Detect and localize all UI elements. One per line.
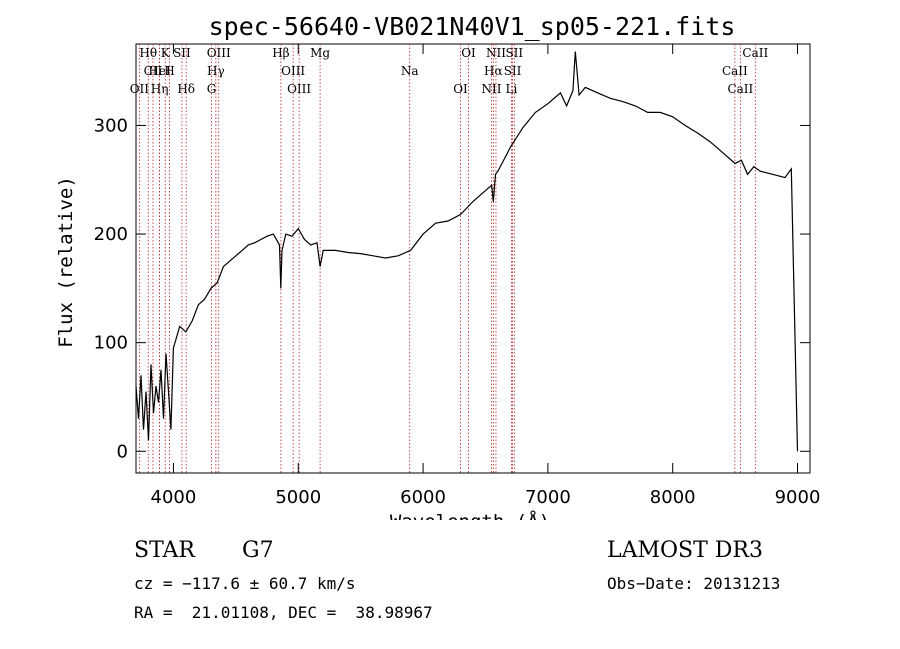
line-label: H: [164, 64, 174, 78]
plot-frame: [135, 43, 811, 474]
line-label: Li: [506, 82, 518, 96]
line-label: CaII: [742, 46, 768, 60]
line-label: K: [161, 46, 171, 60]
object-class: STAR: [134, 538, 195, 563]
x-axis-label: Wavelength (Å): [390, 510, 550, 520]
line-label: Hθ: [139, 46, 157, 60]
line-label: SII: [173, 46, 191, 60]
line-label: NII: [486, 46, 506, 60]
line-label: Hγ: [207, 64, 225, 78]
x-tick-label: 9000: [775, 487, 821, 508]
x-tick-label: 7000: [525, 487, 571, 508]
line-label: CaII: [722, 64, 748, 78]
line-label: Hη: [151, 82, 169, 96]
y-axis-ticks: 0 100 200 300: [94, 115, 810, 462]
x-tick-label: 5000: [275, 487, 321, 508]
line-label: CaII: [727, 82, 753, 96]
obs-date: Obs−Date: 20131213: [607, 574, 781, 593]
line-label: OIII: [281, 64, 305, 78]
y-tick-label: 100: [94, 333, 128, 354]
emission-line-labels: Hθ CII OII K HeI Hη SII HHδ OIII Hγ G Hβ OIII OIII Mg N…: [130, 46, 769, 96]
y-axis-label: Flux (relative): [55, 176, 77, 348]
emission-line-markers: [138, 44, 756, 473]
x-axis-ticks: 4000 5000 6000 7000 8000 9000: [151, 44, 821, 508]
line-label: G: [207, 82, 217, 96]
line-label: Na: [401, 64, 419, 78]
chart-title: spec-56640-VB021N40V1_sp05-221.fits: [209, 12, 736, 41]
x-tick-label: 4000: [151, 487, 197, 508]
ra-dec-readout: RA = 21.01108, DEC = 38.98967: [134, 603, 433, 622]
line-label: OII: [130, 82, 150, 96]
spectrum-chart: spec-56640-VB021N40V1_sp05-221.fits Hθ CI…: [55, 12, 821, 520]
line-label: CII: [144, 64, 163, 78]
x-tick-label: 6000: [400, 487, 446, 508]
object-subclass: G7: [242, 538, 274, 563]
y-tick-label: 300: [94, 115, 128, 136]
line-label: SII: [505, 46, 523, 60]
line-label: SII: [504, 64, 522, 78]
redshift-readout: cz = −117.6 ± 60.7 km/s: [134, 574, 356, 593]
line-label: Hβ: [272, 46, 289, 60]
line-label: Mg: [310, 46, 330, 60]
line-label: OI: [461, 46, 476, 60]
x-tick-label: 8000: [650, 487, 696, 508]
y-tick-label: 0: [117, 441, 128, 462]
line-label: Hδ: [177, 82, 195, 96]
line-label: OI: [453, 82, 468, 96]
survey-name: LAMOST DR3: [607, 538, 763, 563]
line-label: Hα: [484, 64, 503, 78]
line-label: OIII: [287, 82, 311, 96]
line-label: NII: [481, 82, 501, 96]
line-label: OIII: [207, 46, 231, 60]
y-tick-label: 200: [94, 224, 128, 245]
line-label: HeI: [148, 64, 171, 78]
spectrum-line: [135, 51, 799, 452]
